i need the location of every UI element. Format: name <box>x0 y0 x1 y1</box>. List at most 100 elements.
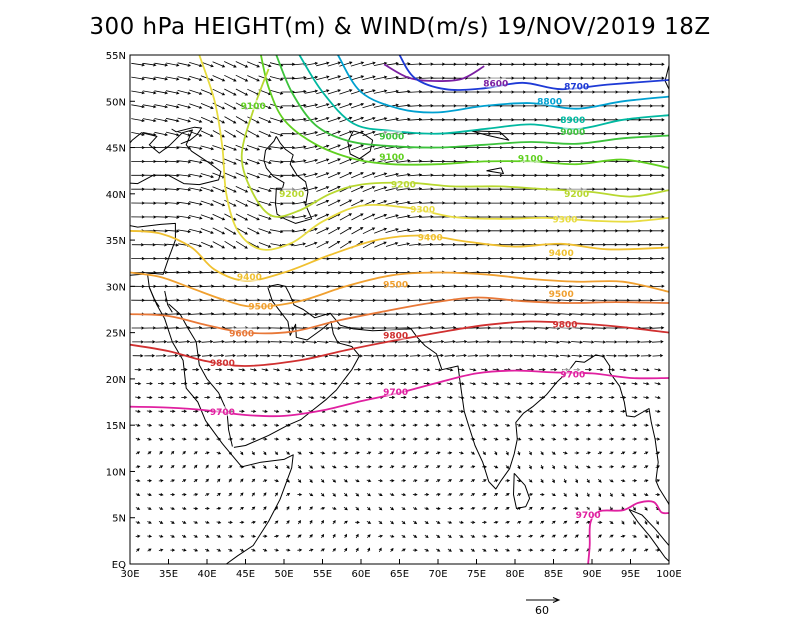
coastline <box>268 284 669 505</box>
wind-arrow <box>177 215 192 220</box>
wind-arrow <box>643 548 649 552</box>
wind-arrow <box>528 437 534 441</box>
wind-arrow <box>304 186 319 192</box>
contour-line-8900 <box>298 55 669 135</box>
wind-arrow <box>307 368 315 372</box>
wind-arrow <box>250 382 257 386</box>
wind-arrow <box>644 534 648 539</box>
contour-label: 9500 <box>383 281 408 291</box>
wind-arrow <box>470 493 476 497</box>
wind-arrow <box>285 409 292 413</box>
wind-arrow <box>470 396 477 400</box>
wind-arrow <box>165 117 180 123</box>
wind-arrow <box>193 423 199 427</box>
wind-arrow <box>447 479 453 483</box>
wind-arrow <box>632 520 636 525</box>
wind-arrow <box>269 146 284 150</box>
wind-arrow <box>225 354 236 358</box>
wind-arrow <box>493 520 499 524</box>
wind-arrow <box>258 116 272 123</box>
wind-arrow <box>315 271 330 275</box>
wind-arrow <box>546 271 561 275</box>
wind-arrow <box>142 104 157 109</box>
wind-arrow <box>201 353 213 358</box>
wind-arrow <box>215 381 223 386</box>
wind-arrow <box>650 132 665 136</box>
wind-arrow <box>525 354 537 358</box>
contour-label-bg <box>250 300 271 311</box>
wind-arrow <box>281 312 296 316</box>
wind-arrow <box>251 478 256 483</box>
wind-arrow <box>177 229 192 234</box>
wind-arrow <box>258 61 272 68</box>
wind-arrow <box>643 423 649 427</box>
wind-arrow <box>309 478 313 483</box>
wind-arrow <box>200 130 214 137</box>
wind-arrow <box>563 478 567 484</box>
wind-arrow <box>248 354 260 358</box>
wind-arrow <box>650 104 665 108</box>
wind-arrow <box>223 172 237 179</box>
wind-arrow <box>170 479 175 483</box>
wind-arrow <box>598 478 602 483</box>
wind-arrow <box>355 520 360 524</box>
wind-arrow <box>200 103 214 110</box>
wind-arrow <box>651 340 664 344</box>
x-tick-label: 45E <box>236 569 255 580</box>
contour-label: 9000 <box>379 132 404 142</box>
wind-arrow <box>362 117 376 123</box>
wind-arrow <box>203 368 211 372</box>
wind-arrow <box>251 506 256 511</box>
wind-arrow <box>643 493 649 497</box>
wind-arrow <box>493 507 499 510</box>
wind-arrow <box>408 62 423 66</box>
wind-arrow <box>165 284 180 288</box>
wind-arrow <box>147 534 153 538</box>
coastline <box>148 287 160 307</box>
wind-arrow <box>419 187 434 191</box>
wind-arrow <box>620 534 626 538</box>
wind-arrow <box>327 298 342 303</box>
wind-arrow <box>154 187 169 191</box>
wind-arrow <box>134 381 142 386</box>
wind-arrow <box>362 89 376 95</box>
wind-arrow <box>281 104 296 108</box>
wind-arrow <box>181 479 187 483</box>
x-tick-label: 40E <box>197 569 216 580</box>
contour-label: 9700 <box>560 370 585 380</box>
wind-arrow <box>263 451 267 456</box>
wind-arrow <box>305 340 318 344</box>
wind-arrow <box>558 298 573 303</box>
wind-arrow <box>505 465 510 469</box>
wind-arrow <box>447 493 453 497</box>
wind-arrow <box>269 201 284 206</box>
wind-arrow <box>193 506 199 511</box>
wind-arrow <box>304 241 318 248</box>
wind-arrow <box>563 492 567 497</box>
wind-arrow <box>309 534 313 538</box>
wind-arrow <box>343 437 349 441</box>
wind-arrow <box>332 533 336 539</box>
wind-arrow <box>574 548 580 552</box>
wind-arrow <box>343 479 348 483</box>
wind-arrow <box>286 451 291 455</box>
y-axis: EQ 5N 10N 15N 20N 25N 30N 35N 40N 45N 50N 55N <box>106 51 135 571</box>
x-tick-label: 95E <box>621 569 640 580</box>
wind-arrow <box>640 340 653 344</box>
wind-arrow <box>193 464 198 469</box>
wind-arrow <box>251 451 255 456</box>
wind-arrow <box>316 241 330 249</box>
wind-arrow <box>159 451 163 455</box>
wind-arrow <box>408 104 423 108</box>
wind-arrow <box>228 478 232 483</box>
wind-arrow <box>367 534 371 538</box>
wind-arrow <box>292 117 307 121</box>
wind-arrow <box>258 242 272 248</box>
wind-arrow <box>292 312 307 316</box>
wind-arrow <box>274 520 279 524</box>
wind-arrow <box>212 256 226 261</box>
wind-arrow <box>596 381 604 386</box>
wind-arrow <box>193 520 199 524</box>
wind-arrow <box>274 451 279 456</box>
wind-arrow <box>535 257 550 261</box>
